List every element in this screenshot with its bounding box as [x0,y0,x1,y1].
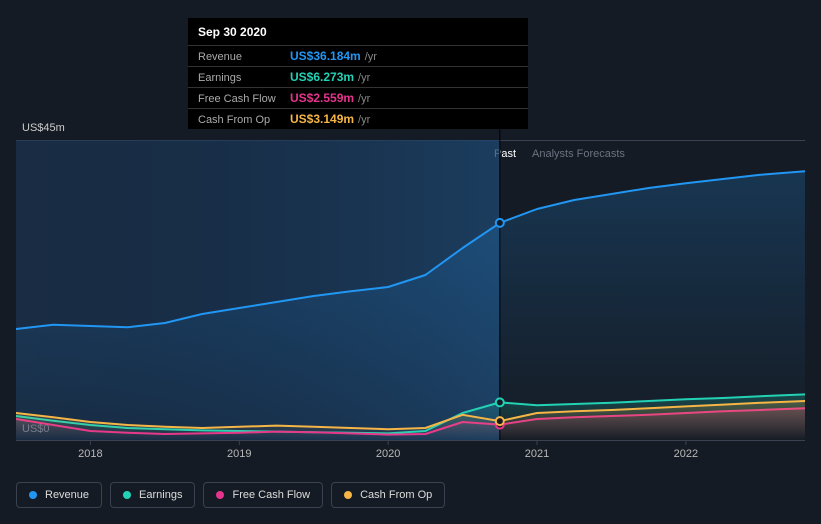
tooltip-metric-unit: /yr [358,93,370,105]
tooltip-metric-unit: /yr [358,72,370,84]
tooltip-metric-value: US$6.273m [290,70,354,84]
tooltip-row: Cash From OpUS$3.149m/yr [188,108,528,129]
tooltip-metric-label: Earnings [198,72,290,84]
tooltip-metric-label: Cash From Op [198,114,290,126]
tooltip-metric-value: US$3.149m [290,112,354,126]
tooltip-metric-label: Revenue [198,51,290,63]
legend-item-cfo[interactable]: Cash From Op [331,482,445,508]
legend-item-fcf[interactable]: Free Cash Flow [203,482,323,508]
tooltip-metric-label: Free Cash Flow [198,93,290,105]
tooltip-metric-unit: /yr [365,51,377,63]
legend-dot-icon [344,491,352,499]
legend: Revenue Earnings Free Cash Flow Cash From O… [16,482,445,508]
x-axis-label: 2022 [674,448,698,460]
tooltip: Sep 30 2020 RevenueUS$36.184m/yrEarnings… [188,18,528,129]
x-axis-label: 2020 [376,448,400,460]
legend-dot-icon [216,491,224,499]
legend-label: Free Cash Flow [232,489,310,501]
tooltip-row: EarningsUS$6.273m/yr [188,66,528,87]
x-axis-label: 2021 [525,448,549,460]
legend-dot-icon [29,491,37,499]
x-axis-label: 2019 [227,448,251,460]
tooltip-row: RevenueUS$36.184m/yr [188,45,528,66]
legend-dot-icon [123,491,131,499]
legend-label: Cash From Op [360,489,432,501]
legend-item-revenue[interactable]: Revenue [16,482,102,508]
tooltip-metric-unit: /yr [358,114,370,126]
tooltip-date: Sep 30 2020 [188,18,528,45]
legend-label: Earnings [139,489,182,501]
x-axis-label: 2018 [78,448,102,460]
legend-item-earnings[interactable]: Earnings [110,482,195,508]
legend-label: Revenue [45,489,89,501]
tooltip-metric-value: US$2.559m [290,91,354,105]
tooltip-row: Free Cash FlowUS$2.559m/yr [188,87,528,108]
tooltip-metric-value: US$36.184m [290,49,361,63]
